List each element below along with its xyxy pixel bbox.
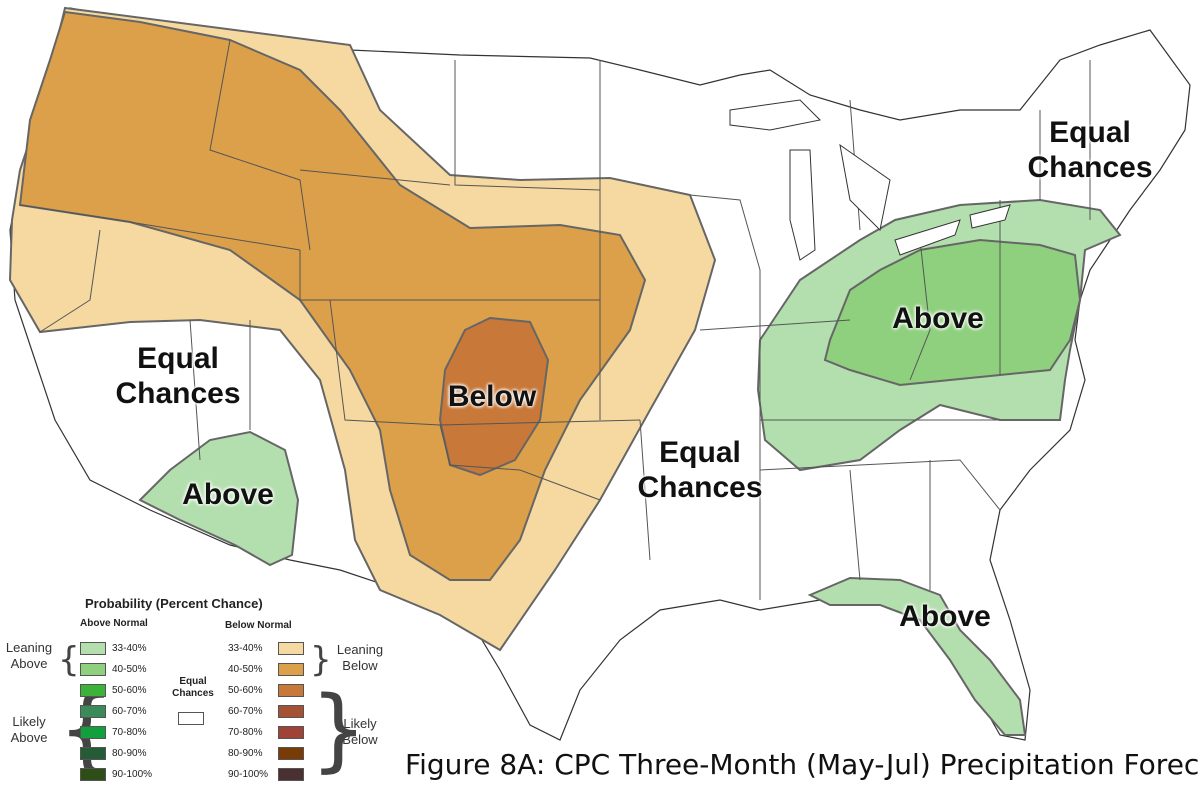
east-above-darker-region (823, 238, 1082, 387)
se-above-region (807, 576, 1027, 736)
above-swatch (80, 768, 106, 781)
leaning-above-brace: { (58, 640, 80, 680)
equal-chances-swatch (178, 712, 204, 725)
state-boundaries (19, 39, 1091, 600)
below-range-label: 90-100% (228, 769, 269, 780)
below-swatch (278, 726, 304, 739)
above-range-label: 40-50% (112, 664, 147, 675)
above-range-label: 60-70% (112, 706, 147, 717)
below-range-label: 60-70% (228, 706, 263, 717)
above-swatch (80, 747, 106, 760)
leaning-below-label: Leaning Below (336, 642, 384, 673)
west-equal-chances-label: Equal Chances (115, 342, 241, 410)
great-lakes (729, 99, 1011, 261)
ne-equal-chances-label: Equal Chances (1027, 116, 1153, 184)
above-range-label: 33-40% (112, 643, 147, 654)
central-equal-chances-label: Equal Chances (637, 436, 763, 504)
legend-title: Probability (Percent Chance) (85, 596, 263, 611)
legend-above-header: Above Normal (80, 618, 148, 629)
below-swatch (278, 705, 304, 718)
above-swatch (80, 705, 106, 718)
below-range-label: 80-90% (228, 748, 263, 759)
above-range-label: 70-80% (112, 727, 147, 738)
likely-below-label: Likely Below (342, 716, 378, 747)
below-label: Below (447, 380, 537, 413)
probability-legend: Probability (Percent Chance) Above Norma… (0, 590, 400, 785)
se-above-label: Above (899, 600, 991, 633)
below-swatch (278, 768, 304, 781)
leaning-above-label: Leaning Above (5, 640, 53, 671)
above-range-label: 50-60% (112, 685, 147, 696)
legend-below-header: Below Normal (225, 620, 292, 631)
above-swatch (80, 663, 106, 676)
above-swatch (80, 684, 106, 697)
east-above-label: Above (892, 302, 984, 335)
sw-above-label: Above (182, 478, 274, 511)
below-swatch (278, 663, 304, 676)
likely-below-brace: } (310, 677, 368, 782)
below-swatch (278, 642, 304, 655)
figure-caption: Figure 8A: CPC Three-Month (May-Jul) Pre… (405, 748, 1200, 781)
above-range-label: 90-100% (112, 769, 153, 780)
below-range-label: 40-50% (228, 664, 263, 675)
above-swatch (80, 642, 106, 655)
likely-above-label: Likely Above (10, 714, 48, 745)
above-swatch (80, 726, 106, 739)
equal-chances-legend-label: Equal Chances (172, 676, 214, 699)
below-swatch (278, 747, 304, 760)
leaning-below-brace: } (310, 640, 332, 680)
likely-below-region (438, 316, 550, 477)
sw-above-region (138, 430, 300, 567)
below-swatch (278, 684, 304, 697)
below-range-label: 50-60% (228, 685, 263, 696)
above-range-label: 80-90% (112, 748, 147, 759)
below-range-label: 70-80% (228, 727, 263, 738)
below-range-label: 33-40% (228, 643, 263, 654)
